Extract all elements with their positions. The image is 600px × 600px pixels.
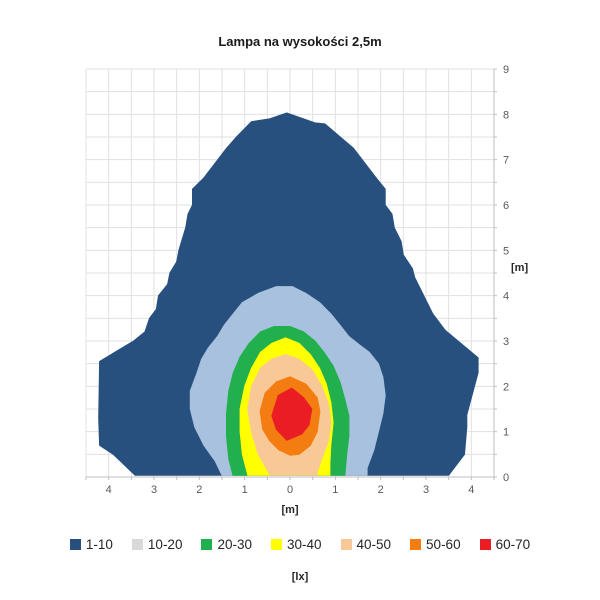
y-tick-label: 5 (503, 245, 509, 257)
legend-item-30-40lx: 30-40 (270, 537, 322, 552)
legend-swatch-icon (340, 539, 352, 550)
legend-item-60-70lx: 60-70 (479, 537, 531, 552)
x-tick-label: 4 (468, 484, 474, 496)
legend-item-40-50lx: 40-50 (340, 537, 392, 552)
x-tick-label: 1 (332, 484, 338, 496)
legend-item-1-10lx: 1-10 (69, 537, 113, 552)
legend-swatch-icon (69, 539, 81, 550)
legend-unit-label: [lx] (291, 571, 309, 583)
y-tick-label: 9 (503, 64, 509, 76)
contour-band-60-70lx (271, 387, 313, 441)
x-tick-label: 2 (378, 484, 384, 496)
chart-title: Lampa na wysokości 2,5m (218, 34, 382, 49)
y-tick-label: 4 (503, 291, 509, 303)
y-tick-label: 6 (503, 200, 509, 212)
y-tick-label: 7 (503, 155, 509, 167)
legend-swatch-icon (410, 539, 422, 550)
legend-label: 10-20 (147, 537, 183, 552)
x-axis-unit-label: [m] (281, 504, 299, 516)
legend-label: 50-60 (426, 537, 461, 552)
legend-label: 60-70 (495, 537, 531, 552)
legend-item-10-20lx: 10-20 (131, 537, 183, 552)
legend-label: 30-40 (286, 537, 322, 552)
y-axis-unit-label: [m] (511, 262, 529, 274)
legend-swatch-icon (201, 539, 213, 550)
legend-swatch-icon (479, 539, 491, 550)
y-tick-label: 2 (503, 381, 509, 393)
legend-label: 20-30 (217, 537, 252, 552)
x-tick-label: 0 (287, 484, 293, 496)
y-tick-label: 8 (503, 109, 509, 121)
legend-item-20-30lx: 20-30 (201, 537, 252, 552)
legend-swatch-icon (131, 539, 143, 550)
x-tick-label: 4 (106, 484, 112, 496)
x-tick-label: 3 (151, 484, 157, 496)
legend-swatch-icon (270, 539, 282, 550)
y-tick-label: 1 (503, 427, 509, 439)
legend-label: 1-10 (85, 537, 113, 552)
legend-label: 40-50 (356, 537, 392, 552)
x-tick-label: 2 (196, 484, 202, 496)
y-tick-label: 0 (503, 472, 509, 484)
x-tick-label: 3 (423, 484, 429, 496)
x-tick-label: 1 (242, 484, 248, 496)
legend-item-50-60lx: 50-60 (410, 537, 461, 552)
y-tick-label: 3 (503, 336, 509, 348)
legend: 1-10 10-20 20-30 30-40 40-50 50-60 60-70 (0, 537, 600, 552)
